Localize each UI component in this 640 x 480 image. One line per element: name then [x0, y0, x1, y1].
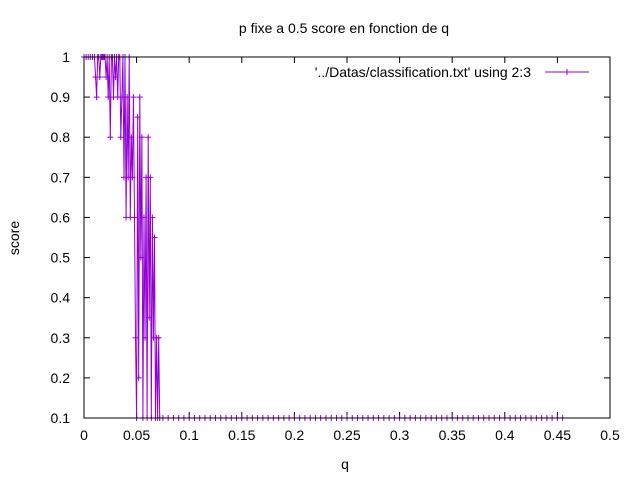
data-point: [146, 314, 153, 321]
x-tick-label: 0.5: [600, 427, 620, 443]
x-tick-label: 0.2: [285, 427, 305, 443]
x-tick-label: 0.15: [228, 427, 255, 443]
data-point: [149, 214, 156, 221]
data-point: [151, 234, 158, 241]
data-point: [124, 94, 131, 101]
x-tick-label: 0.45: [544, 427, 571, 443]
data-point: [145, 134, 152, 141]
y-tick-label: 0.4: [51, 290, 71, 306]
data-point: [117, 134, 124, 141]
data-point: [130, 94, 137, 101]
legend: '../Datas/classification.txt' using 2:3: [315, 64, 589, 80]
data-point: [147, 174, 154, 181]
y-axis-label: score: [6, 221, 22, 255]
x-tick-label: 0: [80, 427, 88, 443]
data-point: [136, 94, 143, 101]
data-point: [135, 374, 142, 381]
x-tick-label: 0.4: [495, 427, 515, 443]
data-point: [96, 74, 103, 81]
axis-ticks: 0 0.05 0.1 0.15 0.2 0.25 0.3 0.35 0.4 0.45 0.5 0.1 0…: [51, 49, 620, 443]
data-point: [134, 114, 141, 121]
y-tick-label: 0.6: [51, 209, 71, 225]
data-point: [107, 134, 114, 141]
data-point: [137, 254, 144, 261]
data-point: [140, 214, 147, 221]
x-tick-label: 0.35: [439, 427, 466, 443]
y-tick-label: 1: [62, 49, 70, 65]
y-tick-label: 0.3: [51, 330, 71, 346]
data-point: [131, 214, 138, 221]
data-point: [93, 94, 100, 101]
y-tick-label: 0.2: [51, 370, 71, 386]
y-tick-label: 0.9: [51, 89, 71, 105]
data-point: [138, 134, 145, 141]
data-point: [103, 74, 110, 81]
x-tick-label: 0.3: [390, 427, 410, 443]
y-tick-label: 0.1: [51, 410, 71, 426]
y-tick-label: 0.8: [51, 129, 71, 145]
plot-frame: [83, 56, 611, 419]
data-point: [155, 334, 162, 341]
y-tick-label: 0.5: [51, 250, 71, 266]
legend-label: '../Datas/classification.txt' using 2:3: [315, 64, 531, 80]
x-tick-label: 0.25: [333, 427, 360, 443]
x-tick-label: 0.1: [179, 427, 199, 443]
x-axis-label: q: [341, 456, 349, 472]
chart-title: p fixe a 0.5 score en fonction de q: [239, 20, 449, 36]
data-point: [112, 74, 119, 81]
data-point: [118, 94, 125, 101]
data-point: [142, 334, 149, 341]
data-point: [129, 174, 136, 181]
plot-area: [81, 54, 566, 421]
data-point: [132, 334, 139, 341]
x-tick-label: 0.05: [123, 427, 150, 443]
data-point: [105, 94, 112, 101]
data-point: [128, 134, 135, 141]
y-tick-label: 0.7: [51, 169, 71, 185]
